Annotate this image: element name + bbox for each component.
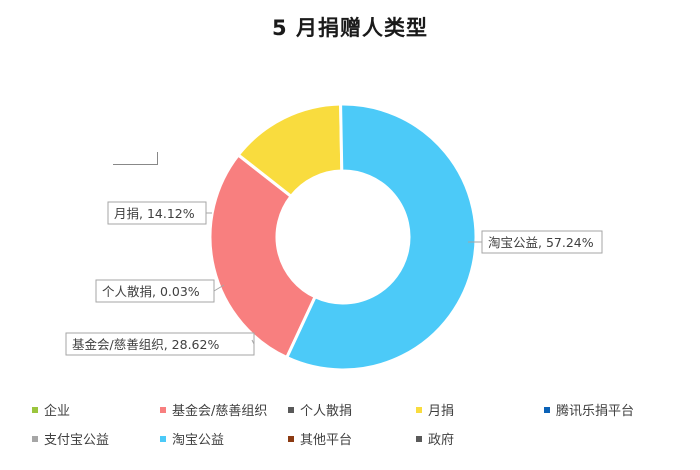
- legend-label: 政府: [428, 433, 455, 448]
- legend-label: 腾讯乐捐平台: [556, 404, 635, 419]
- legend-item-支付宝公益: 支付宝公益: [32, 429, 160, 448]
- legend-swatch: [32, 406, 38, 413]
- legend-label: 个人散捐: [300, 404, 353, 419]
- legend-label: 支付宝公益: [44, 433, 110, 448]
- data-label-基金会-慈善组织: 基金会/慈善组织, 28.62%: [65, 332, 255, 356]
- legend-label: 淘宝公益: [172, 433, 225, 448]
- legend-swatch: [416, 435, 422, 442]
- legend-swatch: [288, 435, 294, 442]
- data-label-淘宝公益: 淘宝公益, 57.24%: [468, 230, 603, 254]
- svg-text:月捐, 14.12%: 月捐, 14.12%: [114, 206, 195, 221]
- legend-item-腾讯乐捐平台: 腾讯乐捐平台: [544, 400, 684, 419]
- slice-淘宝公益: [284, 102, 478, 372]
- legend-label: 基金会/慈善组织: [172, 404, 268, 419]
- chart-legend: 企业 基金会/慈善组织 个人散捐 月捐 腾讯乐捐平台支付宝公益 淘宝公益 其他平台 政府: [32, 400, 692, 448]
- legend-label: 其他平台: [300, 433, 353, 448]
- legend-item-月捐: 月捐: [416, 400, 544, 419]
- svg-text:基金会/慈善组织, 28.62%: 基金会/慈善组织, 28.62%: [72, 337, 219, 352]
- legend-item-基金会-慈善组织: 基金会/慈善组织: [160, 400, 288, 419]
- data-label-个人散捐: 个人散捐, 0.03%: [95, 279, 225, 303]
- svg-text:个人散捐, 0.03%: 个人散捐, 0.03%: [102, 284, 200, 299]
- legend-label: 月捐: [428, 404, 455, 419]
- callout-leader-mark: [113, 152, 158, 165]
- legend-item-个人散捐: 个人散捐: [288, 400, 416, 419]
- legend-swatch: [160, 435, 166, 442]
- legend-swatch: [544, 406, 550, 413]
- legend-swatch: [416, 406, 422, 413]
- legend-item-淘宝公益: 淘宝公益: [160, 429, 288, 448]
- legend-item-企业: 企业: [32, 400, 160, 419]
- legend-item-政府: 政府: [416, 429, 544, 448]
- svg-text:淘宝公益, 57.24%: 淘宝公益, 57.24%: [488, 235, 594, 250]
- data-label-月捐: 月捐, 14.12%: [107, 201, 212, 225]
- chart-title: 5 月捐赠人类型: [272, 16, 428, 40]
- slice-基金会-慈善组织: [208, 152, 318, 360]
- legend-swatch: [288, 406, 294, 413]
- legend-item-其他平台: 其他平台: [288, 429, 416, 448]
- legend-swatch: [160, 406, 166, 413]
- legend-swatch: [32, 435, 38, 442]
- legend-label: 企业: [44, 404, 71, 419]
